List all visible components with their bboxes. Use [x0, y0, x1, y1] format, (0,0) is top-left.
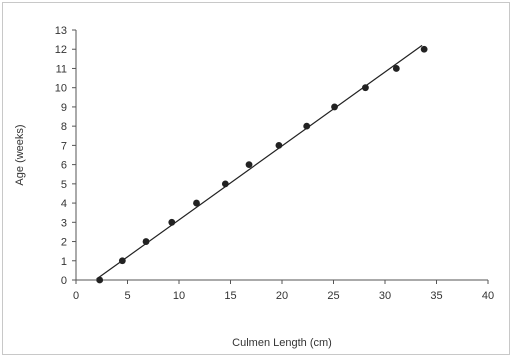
- data-point: [362, 84, 369, 92]
- y-tick-label: 11: [56, 63, 67, 75]
- x-axis-ticks: 0 5 10 15 20 25 30 35 40: [73, 280, 494, 302]
- y-tick-label: 3: [61, 217, 67, 229]
- data-point: [118, 257, 126, 265]
- x-tick-label: 40: [482, 290, 494, 302]
- y-axis-title: Age (weeks): [14, 124, 26, 185]
- y-tick-label: 0: [61, 275, 67, 287]
- data-point: [331, 103, 338, 111]
- y-tick-label: 1: [61, 256, 67, 268]
- y-tick-label: 2: [61, 237, 67, 249]
- data-point: [193, 199, 200, 207]
- y-tick-label: 8: [61, 121, 67, 133]
- x-tick-label: 10: [173, 290, 185, 302]
- y-tick-label: 6: [61, 160, 67, 172]
- x-tick-label: 15: [224, 290, 236, 302]
- data-point: [142, 238, 150, 245]
- chart-frame: 0 5 10 15 20 25 30 35 40 0 1 2 3 4 5 6 7 8 9 10 11 12 13 Culm…: [2, 2, 510, 355]
- x-tick-label: 25: [327, 290, 339, 302]
- x-tick-label: 30: [379, 290, 391, 302]
- x-tick-label: 20: [276, 290, 288, 302]
- x-tick-label: 5: [124, 290, 130, 302]
- data-point: [245, 161, 253, 169]
- data-point: [275, 141, 283, 149]
- trendline-group: [96, 44, 423, 280]
- y-tick-label: 10: [55, 83, 67, 95]
- data-point: [168, 218, 176, 226]
- data-points: [96, 45, 428, 284]
- data-point: [96, 276, 104, 284]
- data-point: [221, 180, 229, 188]
- data-point: [392, 65, 400, 72]
- y-tick-label: 7: [61, 140, 67, 152]
- x-tick-label: 35: [430, 290, 442, 302]
- y-tick-label: 13: [55, 25, 67, 37]
- y-tick-label: 9: [61, 102, 67, 114]
- data-point: [303, 122, 311, 130]
- data-point: [420, 45, 428, 53]
- y-tick-label: 12: [55, 44, 67, 56]
- x-axis-title: Culmen Length (cm): [232, 337, 332, 349]
- axes: [75, 30, 488, 281]
- y-tick-label: 4: [61, 198, 67, 210]
- y-tick-label: 5: [61, 179, 67, 191]
- x-tick-label: 0: [73, 290, 79, 302]
- trendline: [96, 44, 423, 280]
